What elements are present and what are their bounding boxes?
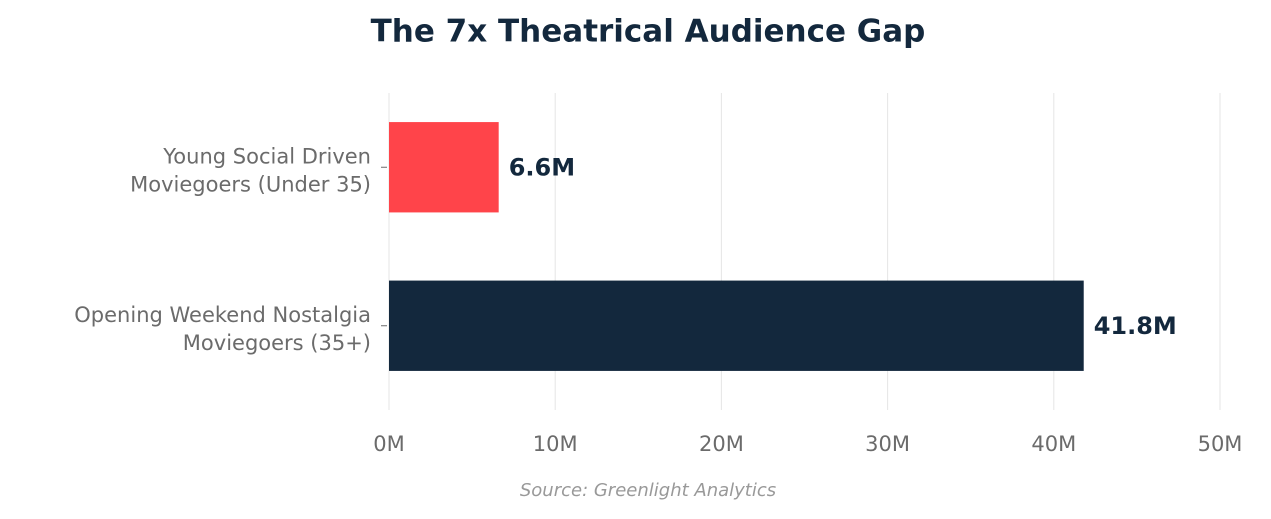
y-tick-label: Opening Weekend Nostalgia Moviegoers (35+… xyxy=(74,303,371,355)
x-tick-label: 30M xyxy=(865,432,910,456)
value-label: 41.8M xyxy=(1094,312,1177,340)
bar xyxy=(389,280,1084,371)
source-note: Source: Greenlight Analytics xyxy=(520,480,776,501)
x-tick-label: 40M xyxy=(1031,432,1076,456)
x-tick-label: 20M xyxy=(699,432,744,456)
x-tick-label: 0M xyxy=(373,432,404,456)
y-tick-label: Young Social Driven Moviegoers (Under 35) xyxy=(130,144,371,196)
value-label: 6.6M xyxy=(509,153,575,181)
chart-title: The 7x Theatrical Audience Gap xyxy=(371,14,926,50)
bar xyxy=(389,122,499,213)
x-tick-label: 10M xyxy=(533,432,578,456)
x-tick-label: 50M xyxy=(1198,432,1243,456)
